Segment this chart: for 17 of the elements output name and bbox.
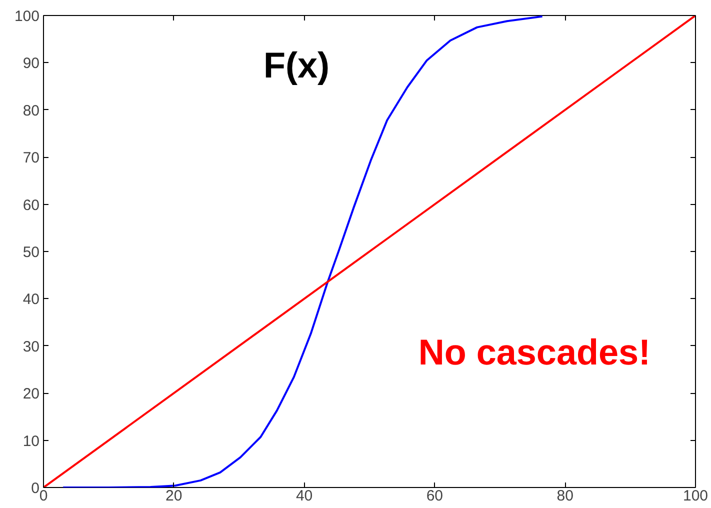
y-tick-label: 10 <box>22 432 40 450</box>
y-tick-label: 80 <box>22 102 40 120</box>
x-tick-label: 20 <box>166 488 182 504</box>
y-tick-label: 70 <box>22 150 40 167</box>
y-tick-label: 30 <box>22 338 40 356</box>
y-tick-label: 50 <box>22 244 40 261</box>
y-tick-label: 90 <box>22 55 40 72</box>
y-tick-label: 40 <box>22 291 40 308</box>
series-label: F(x) <box>264 44 330 86</box>
x-tick-label: 40 <box>296 488 313 504</box>
x-tick-label: 100 <box>682 488 708 504</box>
y-tick-label: 60 <box>22 196 40 214</box>
x-tick-label: 60 <box>426 488 444 504</box>
x-tick-label: 80 <box>556 488 574 504</box>
annotation: No cascades! <box>418 332 651 372</box>
y-tick-label: 100 <box>14 8 40 25</box>
y-tick-label: 20 <box>22 386 40 403</box>
